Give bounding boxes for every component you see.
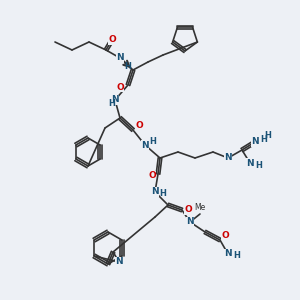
Text: Me: Me [194, 203, 206, 212]
Text: N: N [224, 250, 232, 259]
Text: H: H [108, 98, 115, 107]
Text: O: O [135, 122, 143, 130]
Text: H: H [124, 62, 131, 71]
Text: N: N [111, 95, 119, 104]
Text: H: H [159, 190, 166, 199]
Text: O: O [184, 206, 192, 214]
Text: N: N [186, 218, 194, 226]
Text: O: O [116, 82, 124, 91]
Text: H: H [260, 134, 267, 143]
Text: H: H [149, 136, 156, 146]
Text: O: O [148, 172, 156, 181]
Text: H: H [264, 130, 271, 140]
Text: N: N [246, 158, 254, 167]
Text: N: N [224, 154, 232, 163]
Text: H: H [233, 251, 240, 260]
Text: N: N [251, 137, 259, 146]
Text: O: O [108, 35, 116, 44]
Text: H: H [255, 160, 262, 169]
Text: N: N [115, 257, 123, 266]
Text: O: O [221, 230, 229, 239]
Text: N: N [141, 140, 149, 149]
Text: N: N [151, 188, 159, 196]
Text: N: N [116, 53, 124, 62]
